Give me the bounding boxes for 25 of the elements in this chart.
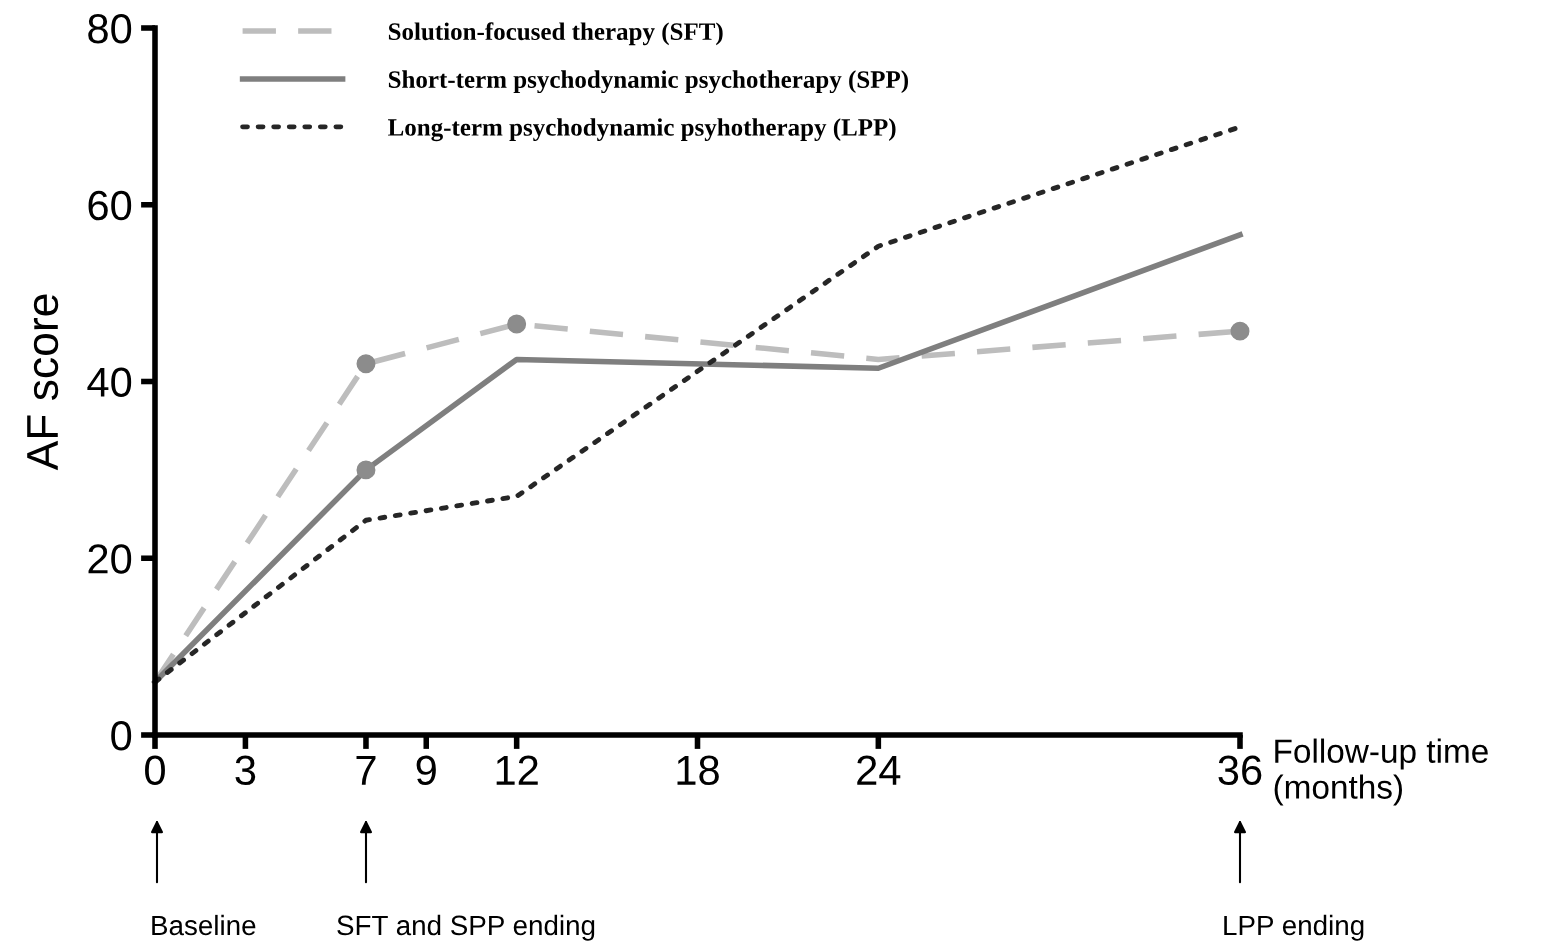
y-tick-label: 80 — [88, 14, 132, 44]
legend-label: Long-term psychodynamic psyhotherapy (LPP) — [388, 118, 896, 142]
x-tick-label: 36 — [1218, 755, 1262, 786]
x-tick-label: 24 — [857, 755, 901, 785]
point — [507, 314, 527, 334]
legend-label: Solution-focused therapy (SFT) — [388, 22, 723, 46]
x-axis-title: Follow-up time (months) — [1274, 738, 1488, 806]
x-tick-label: 18 — [677, 755, 719, 786]
x-tick-label: 0 — [145, 755, 165, 786]
text: SFT and SPP ending — [337, 914, 595, 941]
point — [1230, 321, 1250, 341]
y-tick-label: 0 — [111, 721, 132, 751]
x-tick-label: 9 — [416, 755, 436, 786]
x-tick-label: 7 — [356, 755, 376, 785]
y-axis-title: AF score — [27, 294, 59, 471]
point — [356, 460, 376, 480]
x-tick-label: 12 — [496, 755, 538, 785]
legend-label: Short-term psychodynamic psychotherapy (SPP) — [388, 70, 909, 94]
text: Baseline — [152, 914, 256, 936]
text: LPP ending — [1224, 914, 1364, 941]
y-tick-label: 60 — [88, 190, 132, 221]
point — [356, 354, 376, 374]
y-tick-label: 40 — [87, 367, 132, 398]
x-tick-label: 3 — [235, 755, 256, 786]
y-tick-label: 20 — [88, 544, 132, 574]
